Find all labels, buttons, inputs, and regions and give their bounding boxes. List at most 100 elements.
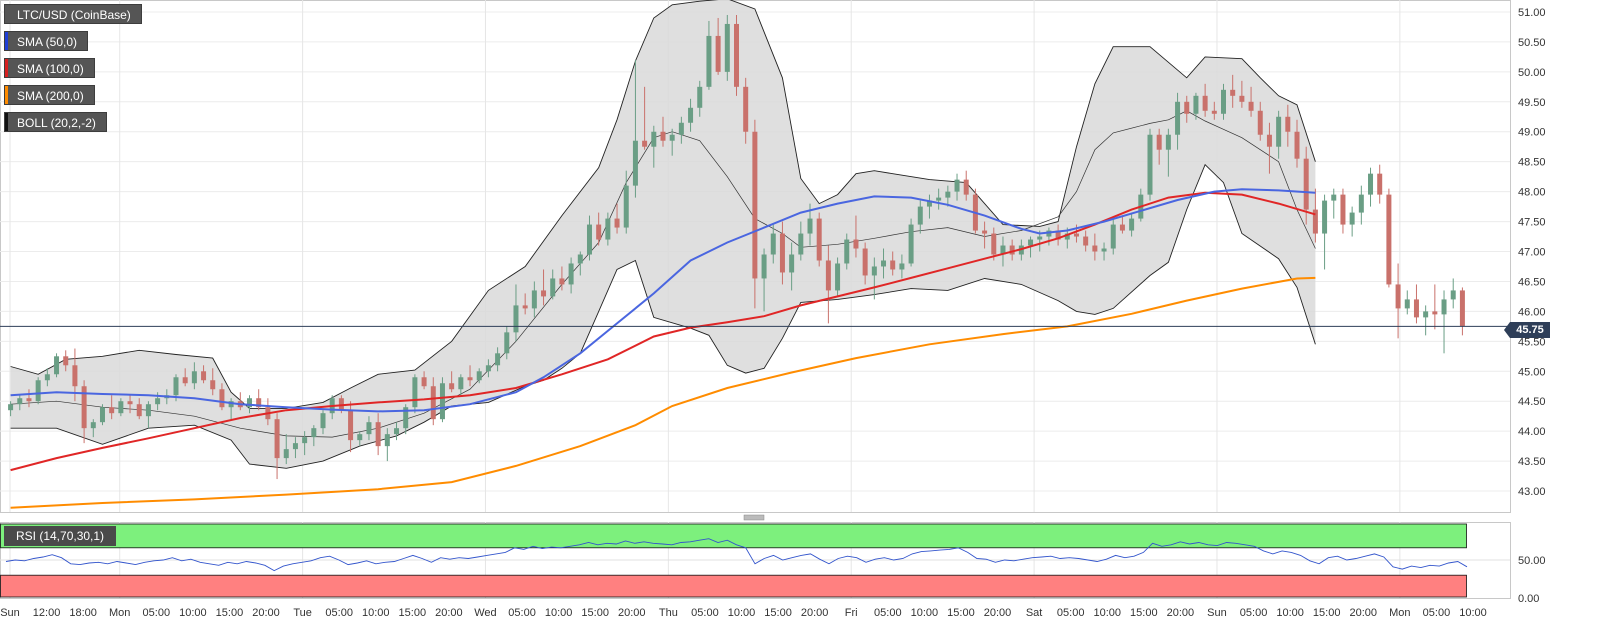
candle	[577, 251, 583, 276]
candle-body	[421, 377, 427, 387]
candle	[274, 413, 280, 480]
candle-body	[338, 398, 344, 411]
candle	[1083, 230, 1089, 252]
candle	[8, 401, 14, 417]
candle-body	[734, 23, 739, 87]
time-axis-tick: Mon	[1389, 607, 1410, 619]
candle	[651, 125, 657, 168]
time-axis-tick: 15:00	[1313, 607, 1341, 619]
time-axis-tick: 18:00	[69, 607, 97, 619]
legend-swatch	[5, 5, 8, 23]
candle-body	[1294, 131, 1300, 159]
legend-swatch	[5, 59, 8, 77]
rsi-axis-tick: 50.00	[1518, 555, 1546, 567]
legend-label: SMA (200,0)	[17, 89, 84, 103]
price-axis-tick: 49.00	[1518, 127, 1546, 139]
candle-body	[1119, 224, 1125, 231]
candle-body	[1211, 110, 1217, 114]
time-axis-tick: 10:00	[179, 607, 207, 619]
candle	[678, 116, 684, 144]
candle-body	[1423, 311, 1429, 318]
candle	[752, 119, 758, 309]
legend-item[interactable]: SMA (200,0)	[4, 85, 95, 105]
price-axis-tick: 44.00	[1518, 426, 1546, 438]
rsi-overbought-zone	[0, 523, 1467, 549]
candle-body	[1322, 200, 1328, 234]
candle	[228, 398, 234, 420]
candle-body	[1009, 245, 1015, 255]
candle-body	[109, 407, 115, 414]
candle-body	[881, 260, 887, 267]
candle	[1230, 74, 1236, 108]
candle-body	[917, 206, 923, 225]
candle	[917, 200, 923, 234]
candle	[531, 281, 537, 318]
candle-body	[862, 248, 868, 276]
candle-body	[219, 389, 225, 408]
candle	[816, 212, 822, 267]
candle-body	[1248, 101, 1254, 111]
candle-body	[8, 404, 14, 411]
candle	[1432, 284, 1438, 330]
candle	[605, 212, 611, 246]
time-axis-tick: 20:00	[252, 607, 280, 619]
candle-body	[1028, 239, 1034, 246]
candle-body	[789, 254, 795, 273]
time-axis-tick: 10:00	[362, 607, 390, 619]
candle-body	[825, 260, 831, 291]
legend-item[interactable]: LTC/USD (CoinBase)	[4, 4, 142, 24]
candle-body	[311, 428, 317, 438]
time-axis-tick: 10:00	[1093, 607, 1121, 619]
candle-body	[715, 35, 721, 72]
price-axis-tick: 50.00	[1518, 67, 1546, 79]
candle-body	[504, 332, 510, 354]
candle-body	[191, 371, 197, 384]
candle	[127, 395, 133, 414]
candle-body	[991, 233, 997, 255]
candle	[1423, 305, 1429, 336]
candle	[63, 350, 69, 372]
time-axis-tick: Wed	[474, 607, 496, 619]
candle	[513, 284, 519, 342]
candle-body	[54, 356, 60, 375]
candle-body	[1046, 230, 1052, 237]
candle-body	[274, 419, 280, 459]
candle	[1239, 80, 1245, 108]
candle-body	[1202, 95, 1208, 111]
candle-body	[853, 239, 859, 249]
candle	[118, 398, 124, 417]
candle-body	[1404, 299, 1410, 309]
time-axis-tick: 20:00	[984, 607, 1012, 619]
candle-body	[1312, 209, 1318, 234]
time-axis-tick: Sun	[1207, 607, 1227, 619]
candle-body	[890, 260, 896, 270]
candle	[926, 194, 932, 219]
candle	[779, 221, 785, 285]
candle-body	[467, 377, 473, 381]
price-axis-tick: 48.00	[1518, 187, 1546, 199]
candle	[210, 368, 216, 396]
candle-body	[357, 434, 363, 441]
candle	[1193, 92, 1199, 120]
candle-body	[1230, 89, 1236, 96]
legend-item[interactable]: SMA (100,0)	[4, 58, 95, 78]
candle-body	[550, 278, 556, 297]
rsi-line	[5, 538, 1468, 572]
candle	[1340, 188, 1346, 234]
sma-100-line	[10, 191, 1316, 472]
time-axis-tick: 15:00	[581, 607, 609, 619]
time-axis-tick: 20:00	[1167, 607, 1195, 619]
candle-body	[1386, 194, 1392, 285]
candle-body	[669, 134, 675, 141]
legend-item[interactable]: BOLL (20,2,-2)	[4, 112, 107, 132]
candle	[495, 347, 501, 372]
candle-body	[954, 179, 960, 192]
candle	[614, 203, 620, 234]
candle-body	[1147, 134, 1153, 195]
candle	[550, 269, 556, 300]
candle-body	[770, 233, 776, 255]
time-axis-tick: 05:00	[691, 607, 719, 619]
panel-resize-handle	[743, 514, 765, 521]
legend-item[interactable]: SMA (50,0)	[4, 31, 89, 51]
